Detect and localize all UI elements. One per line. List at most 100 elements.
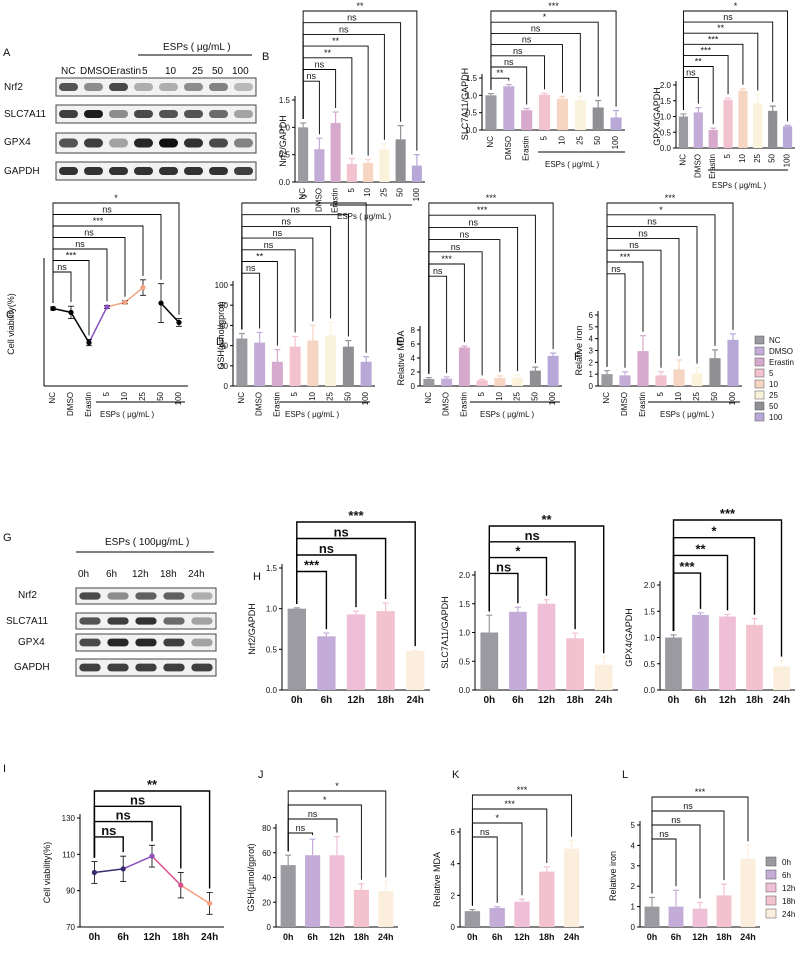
blot-a-lane-5: 5 [142, 66, 148, 77]
sig-bracket [241, 225, 332, 330]
x-tick-label: 6h [512, 695, 524, 706]
bar-50 [395, 139, 406, 182]
blot-a-header: ESPs ( μg/mL ) [163, 42, 231, 53]
blot-a-lane-50: 50 [212, 66, 224, 77]
point-NC [50, 305, 56, 312]
sig-label: ns [315, 60, 325, 70]
y-tick-label: 80 [219, 301, 228, 310]
x-tick-label: 6h [321, 695, 333, 706]
bar-18h [716, 895, 732, 927]
sig-label: ns [308, 809, 318, 819]
blot-a-band [109, 109, 128, 119]
sig-label: ns [339, 24, 349, 34]
sig-bracket [296, 521, 416, 647]
bar-NC [485, 95, 497, 130]
blot-a-row-gpx4: GPX4 [4, 137, 31, 148]
x-tick-label: NC [602, 392, 611, 404]
legend-swatch-5 [754, 368, 765, 378]
x-tick-label: 18h [539, 932, 555, 942]
bar-18h [376, 611, 395, 690]
bar-10 [673, 369, 685, 386]
sig-label: * [335, 781, 339, 791]
legend-label-dmso: DMSO [769, 347, 793, 356]
x-tick-label: 24h [201, 932, 218, 943]
bar-10 [363, 162, 374, 182]
bar-24h [773, 666, 790, 690]
x-tick-label: 10 [495, 391, 504, 400]
bar-50 [709, 358, 721, 386]
sig-bracket [488, 541, 576, 630]
y-tick-label: 6 [451, 828, 456, 837]
sig-label: ns [116, 808, 131, 823]
x-tick-label: 100 [783, 153, 792, 167]
y-tick-label: 4 [589, 335, 594, 344]
blot-a-band [134, 82, 153, 92]
sig-bracket [488, 572, 519, 612]
blot-a-band [234, 82, 253, 92]
sig-label: ns [659, 829, 669, 839]
sig-label: *** [665, 193, 676, 203]
x-tick-label: 50 [343, 391, 352, 400]
sig-label: *** [348, 508, 364, 523]
y-tick-label: 0.0 [660, 144, 672, 153]
bar-0h [464, 911, 481, 927]
legend-label-25: 25 [769, 391, 778, 400]
y-tick-label: 0.0 [279, 178, 291, 187]
legend-swatch-nc [754, 335, 765, 345]
sig-label: ns [57, 262, 67, 272]
legend-swatch-6h [765, 869, 777, 880]
x-tick-label: 5 [347, 187, 356, 192]
point-6h [120, 866, 126, 872]
bar-25 [512, 377, 524, 386]
sig-label: ns [246, 263, 256, 273]
blot-a-band [109, 138, 128, 148]
x-tick-label: Erastin [459, 392, 468, 417]
bar-12h [692, 908, 708, 927]
y-tick-label: 2.0 [644, 581, 656, 590]
blot-g-bands [79, 592, 213, 672]
x-tick-label: 0h [483, 695, 495, 706]
y-tick-label: 80 [262, 824, 271, 833]
blot-g-band [191, 663, 213, 672]
sig-label: ns [638, 228, 648, 238]
bar-18h [746, 624, 763, 690]
blot-g-band [191, 638, 213, 647]
x-tick-label: 100 [728, 391, 737, 405]
blot-g-band [191, 592, 213, 600]
x-tick-label: 50 [768, 153, 777, 162]
legend-label-24h: 24h [782, 910, 795, 919]
group-label-b2: ESPs ( μg/mL ) [545, 160, 599, 169]
panel-letter-d: D [216, 336, 224, 348]
x-tick-label: 25 [379, 187, 388, 196]
x-tick-label: 24h [407, 695, 424, 706]
y-tick-label: 4 [411, 354, 416, 363]
x-tick-label: 25 [326, 391, 335, 400]
bar-24h [740, 858, 756, 927]
y-tick-label: 110 [62, 850, 75, 859]
sig-label: *** [486, 193, 497, 203]
blot-g-band [107, 638, 129, 647]
bar-0h [480, 632, 499, 690]
x-tick-label: 10 [308, 391, 317, 400]
x-tick-label: 12h [538, 695, 555, 706]
y-tick-label: 3 [631, 862, 636, 871]
y-tick-label: 1.0 [459, 629, 471, 638]
blot-g-band [79, 617, 101, 625]
y-tick-label: 4 [631, 841, 636, 850]
blot-a-band [159, 166, 178, 176]
y-axis-label: Nrf2/GAPDH [247, 603, 257, 655]
legend-swatch-dmso [754, 346, 765, 356]
legend-label-50: 50 [769, 402, 778, 411]
x-tick-label: 12h [719, 695, 736, 706]
blot-a-strip-gapdh [55, 161, 257, 181]
line-segment [94, 868, 124, 874]
sig-label: ** [256, 252, 264, 262]
sig-bracket [287, 790, 387, 878]
sig-label: *** [66, 251, 77, 261]
blot-g-lane-18h: 18h [160, 569, 177, 580]
y-tick-label: 1.0 [466, 91, 478, 100]
sig-label: * [515, 544, 521, 559]
sig-bracket [52, 271, 72, 303]
bar-18h [566, 638, 584, 690]
